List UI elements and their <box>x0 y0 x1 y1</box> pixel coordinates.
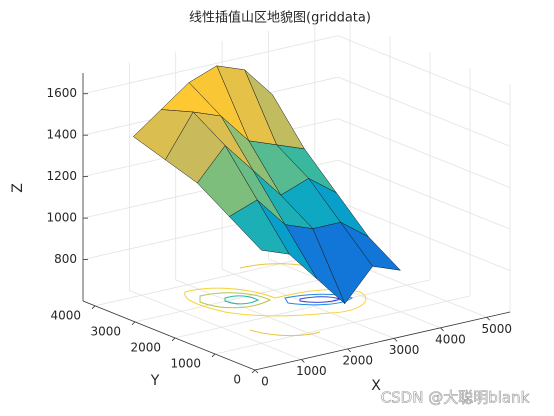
contour <box>224 295 260 305</box>
grid-line <box>337 118 511 189</box>
x-tick-label: 5000 <box>482 322 513 336</box>
watermark: CSDN @大聪明blank <box>381 389 530 407</box>
y-axis-line <box>82 300 256 371</box>
y-tick-label: 1000 <box>170 356 201 370</box>
grid-line <box>337 159 511 230</box>
x-tick-label: 0 <box>261 375 269 389</box>
x-tick-label: 4000 <box>435 332 466 346</box>
x-tick-label: 2000 <box>342 353 373 367</box>
tick-mark <box>254 369 259 374</box>
y-tick-label: 0 <box>233 373 241 387</box>
x-axis-label: X <box>371 378 381 394</box>
y-tick-label: 4000 <box>50 308 81 322</box>
chart-title: 线性插值山区地貌图(griddata) <box>189 10 371 26</box>
y-tick-label: 3000 <box>90 324 121 338</box>
tick-mark <box>347 348 352 353</box>
z-tick-label: 1000 <box>46 211 77 225</box>
tick-mark <box>301 359 305 363</box>
tick-mark <box>393 338 398 342</box>
grid-line <box>214 295 471 355</box>
grid-line <box>175 279 348 350</box>
contour <box>199 292 272 309</box>
tick-mark <box>251 369 256 374</box>
grid-line <box>129 290 302 360</box>
z-axis-label: Z <box>10 183 26 193</box>
y-axis-label: Y <box>150 373 160 389</box>
y-tick-label: 2000 <box>130 340 161 354</box>
contour <box>284 293 354 306</box>
surface <box>132 65 402 305</box>
grid-line <box>174 279 431 339</box>
z-tick-label: 1400 <box>46 128 77 142</box>
tick-mark <box>486 316 491 321</box>
grid-line <box>221 268 395 339</box>
tick-mark <box>440 327 444 332</box>
contour <box>184 287 367 317</box>
z-tick-label: 1200 <box>46 169 77 183</box>
z-tick-label: 800 <box>54 252 77 266</box>
x-tick-label: 1000 <box>296 364 327 378</box>
tick-mark <box>91 305 96 310</box>
z-tick-label: 1600 <box>46 86 77 100</box>
grid-line <box>337 76 511 147</box>
tick-mark <box>131 321 136 326</box>
tick-mark <box>211 353 216 358</box>
grid-line <box>268 258 441 329</box>
x-axis-line <box>254 311 511 371</box>
grid-line <box>337 201 511 271</box>
x-tick-label: 3000 <box>389 343 420 357</box>
grid-line <box>337 35 511 106</box>
tick-mark <box>171 337 176 342</box>
surface-patch <box>228 199 290 255</box>
grid-line <box>82 35 339 95</box>
